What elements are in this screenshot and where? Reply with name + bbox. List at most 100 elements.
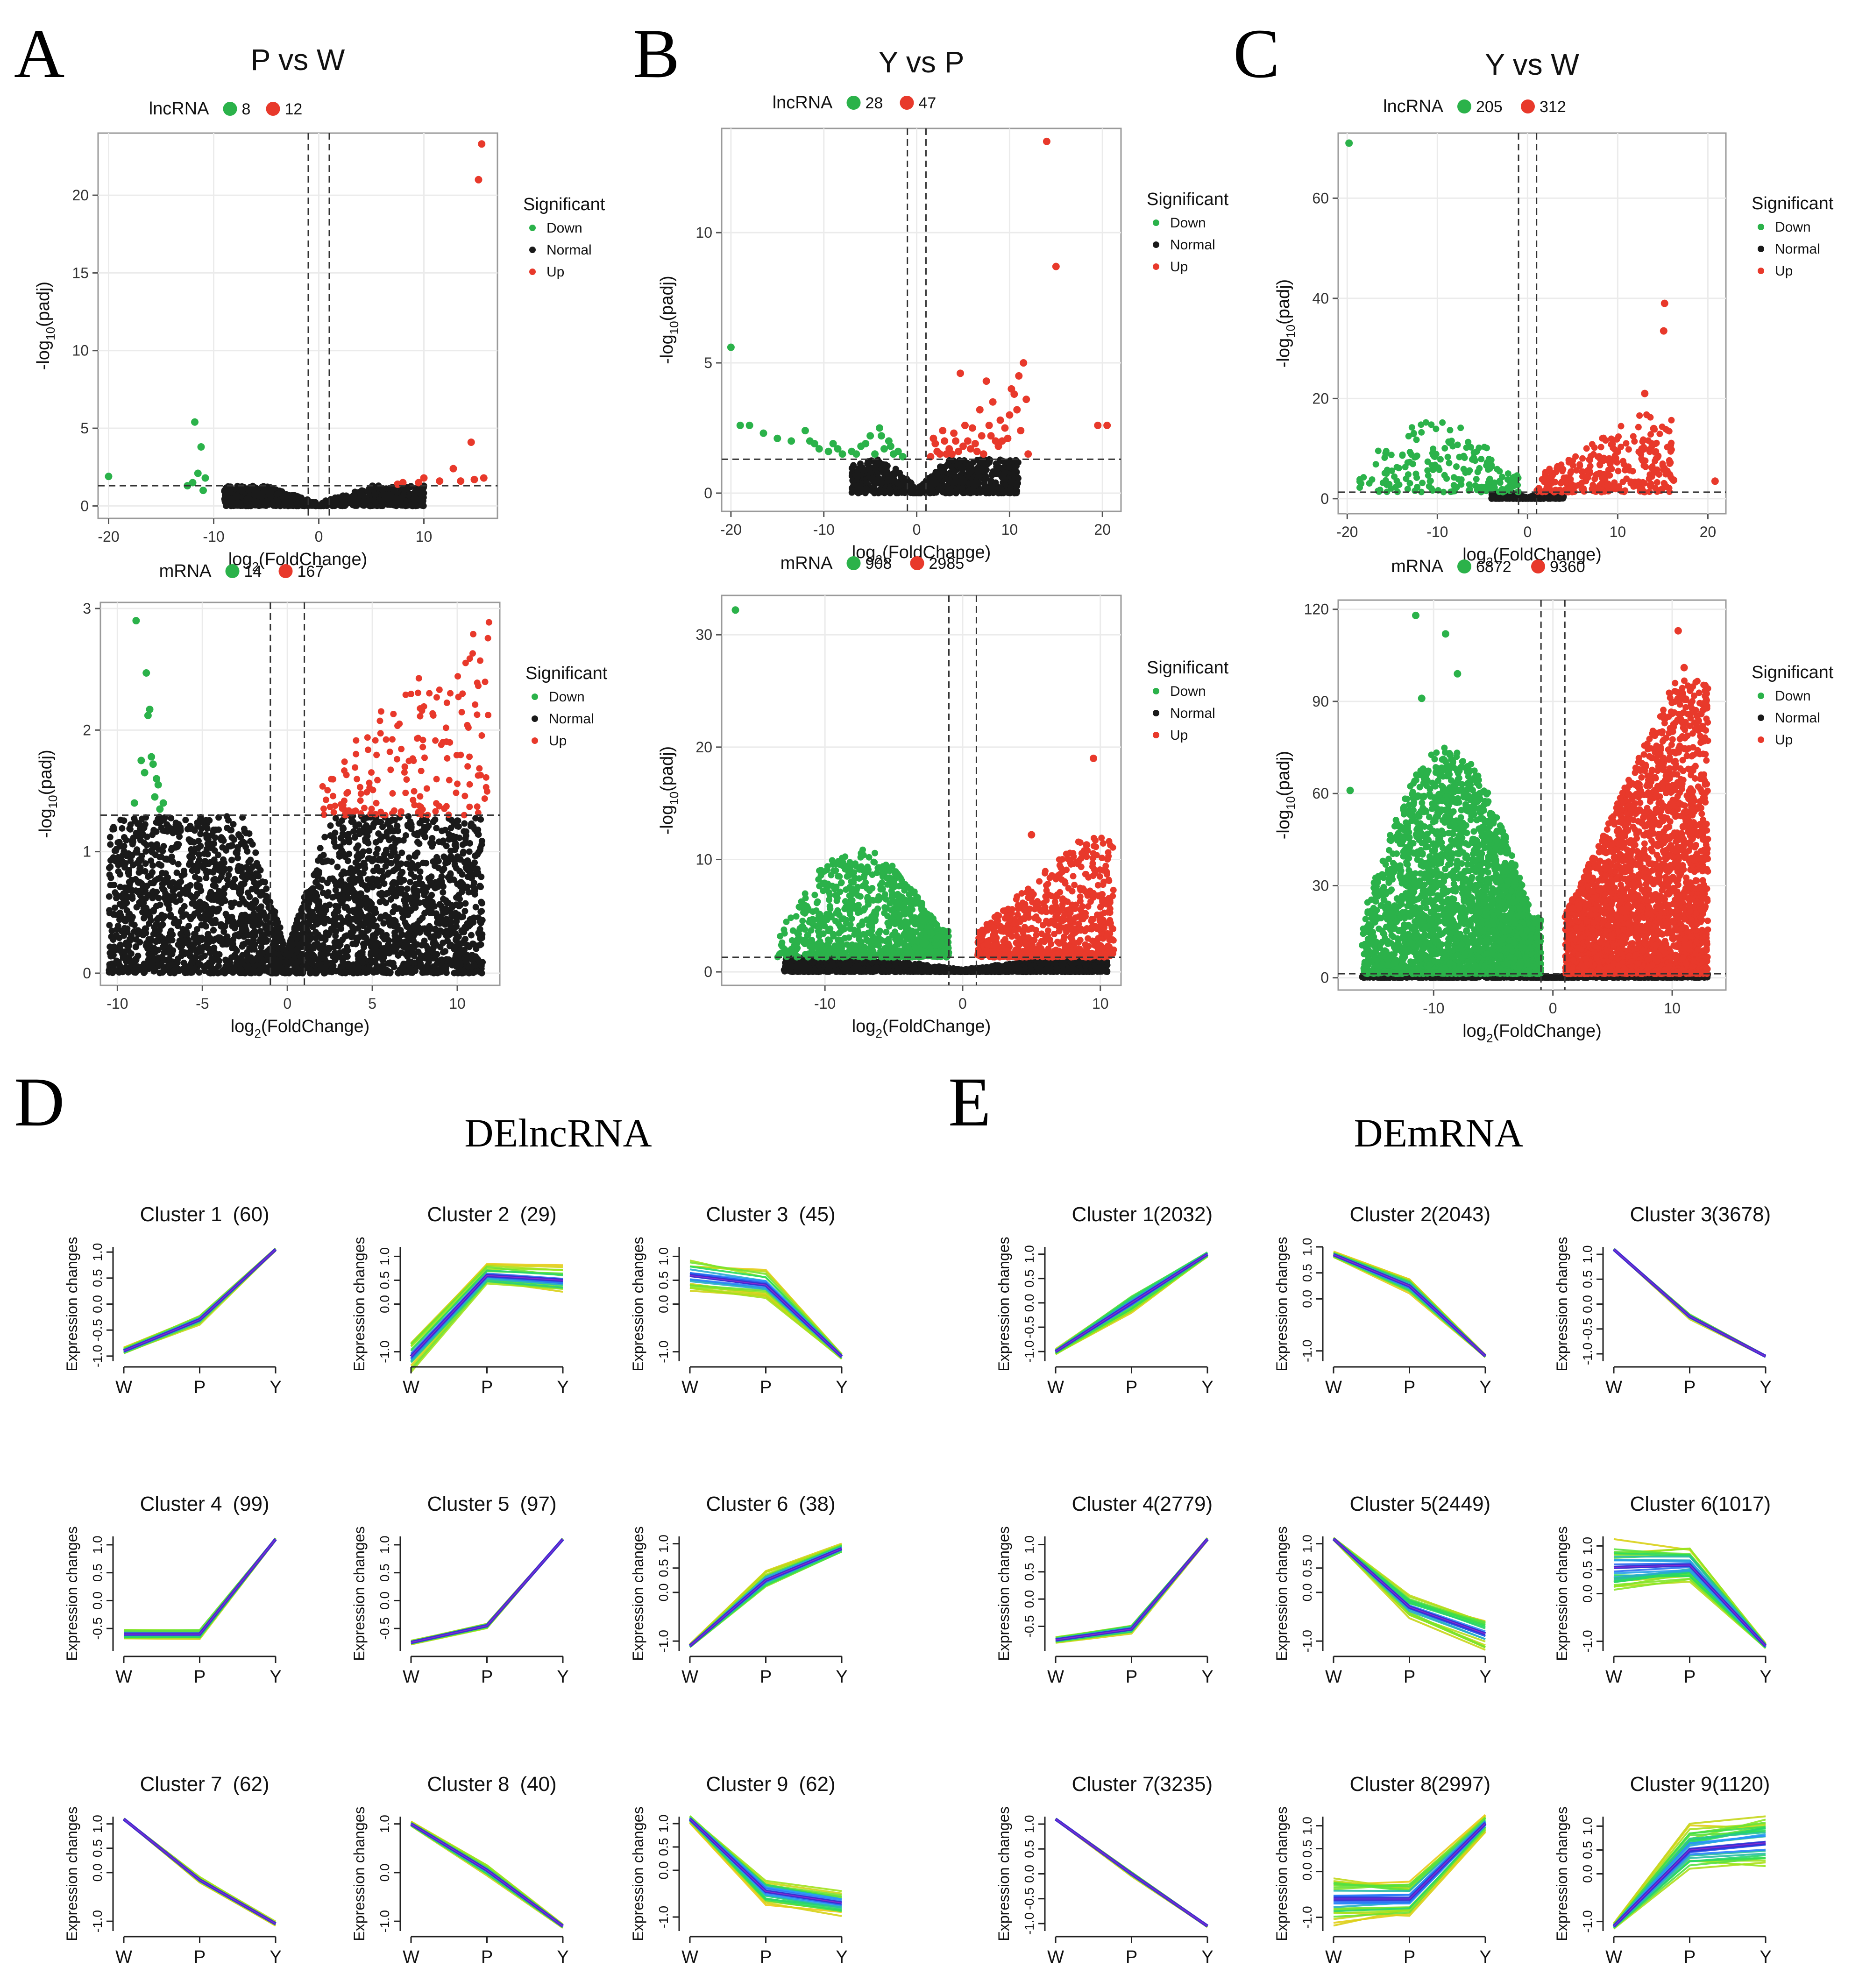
point-normal [328, 969, 335, 976]
point-normal [447, 931, 454, 938]
point-normal [462, 835, 469, 842]
point-up [322, 796, 329, 803]
point-normal [247, 856, 254, 863]
point-normal [426, 878, 433, 885]
point-normal [166, 955, 173, 962]
point-normal [291, 968, 298, 975]
point-normal [439, 828, 446, 835]
point-up [957, 369, 965, 377]
point-up [411, 788, 418, 795]
point-normal [405, 491, 412, 498]
point-normal [128, 888, 135, 895]
point-normal [378, 868, 385, 875]
point-normal [463, 925, 470, 932]
point-up [1001, 424, 1009, 432]
point-normal [976, 487, 983, 494]
point-normal [158, 922, 165, 929]
point-normal [238, 488, 245, 495]
legend-down-dot [846, 96, 861, 110]
point-normal [228, 856, 235, 863]
point-normal [109, 826, 116, 833]
section-title-demrna: DEmRNA [1354, 1111, 1523, 1155]
point-normal [108, 945, 115, 952]
point-normal [132, 969, 139, 976]
point-up [979, 450, 987, 458]
point-normal [197, 830, 204, 837]
point-normal [249, 485, 256, 492]
point-normal [982, 475, 989, 482]
point-normal [412, 831, 419, 838]
point-normal [392, 918, 399, 925]
point-normal [370, 939, 377, 946]
point-normal [222, 911, 229, 918]
point-normal [1002, 476, 1009, 483]
point-normal [142, 895, 149, 902]
point-normal [848, 465, 855, 472]
point-normal [429, 835, 436, 842]
point-down [151, 793, 159, 801]
point-normal [938, 467, 945, 474]
x-tick-label: -20 [720, 521, 742, 538]
point-up [345, 807, 352, 814]
point-normal [228, 498, 235, 505]
legend-up-label: Up [1170, 259, 1188, 275]
point-normal [419, 491, 426, 498]
point-up [476, 765, 483, 772]
chart-title: Y vs P [879, 45, 965, 79]
point-normal [410, 943, 417, 950]
point-normal [194, 900, 201, 907]
point-normal [280, 946, 287, 953]
point-normal [225, 958, 232, 965]
point-down [137, 757, 145, 764]
point-normal [352, 834, 359, 841]
legend-normal-dot [529, 247, 536, 253]
point-up [1022, 396, 1030, 403]
point-normal [170, 829, 177, 836]
point-normal [107, 841, 114, 848]
point-normal [106, 871, 113, 878]
volcano-plots: -20 -10 0 1005101520log2(FoldChange)-log10(… [34, 43, 1834, 1045]
point-normal [246, 945, 253, 952]
point-normal [430, 840, 437, 847]
point-up [426, 690, 433, 697]
point-normal [879, 479, 886, 486]
y-tick-label: 1 [83, 843, 91, 860]
point-up [968, 424, 976, 432]
point-normal [354, 968, 361, 975]
point-normal [117, 816, 124, 823]
point-normal [122, 892, 129, 899]
point-normal [333, 882, 340, 889]
point-down [141, 769, 149, 777]
legend-title: Significant [1147, 190, 1229, 209]
point-up [365, 746, 372, 753]
point-normal [449, 856, 456, 863]
point-up [373, 751, 380, 758]
point-normal [998, 485, 1005, 492]
point-normal [198, 915, 205, 922]
point-normal [283, 491, 290, 498]
point-up [480, 474, 488, 482]
up-count: 47 [919, 94, 937, 112]
point-normal [247, 838, 254, 845]
point-normal [421, 966, 428, 973]
point-normal [391, 817, 398, 824]
point-normal [344, 944, 351, 951]
point-normal [405, 959, 412, 966]
point-normal [345, 889, 352, 896]
point-up [950, 429, 958, 437]
point-normal [381, 936, 388, 943]
point-normal [915, 489, 922, 496]
legend-up-label: Up [546, 264, 564, 280]
point-up [464, 722, 471, 729]
point-normal [454, 823, 461, 830]
point-normal [440, 896, 447, 903]
point-normal [854, 488, 861, 495]
point-up [466, 803, 473, 810]
point-normal [256, 880, 263, 887]
point-normal [249, 875, 256, 882]
point-normal [854, 474, 861, 481]
point-normal [989, 483, 996, 490]
point-normal [149, 831, 156, 838]
point-normal [258, 951, 265, 958]
point-normal [880, 470, 887, 477]
